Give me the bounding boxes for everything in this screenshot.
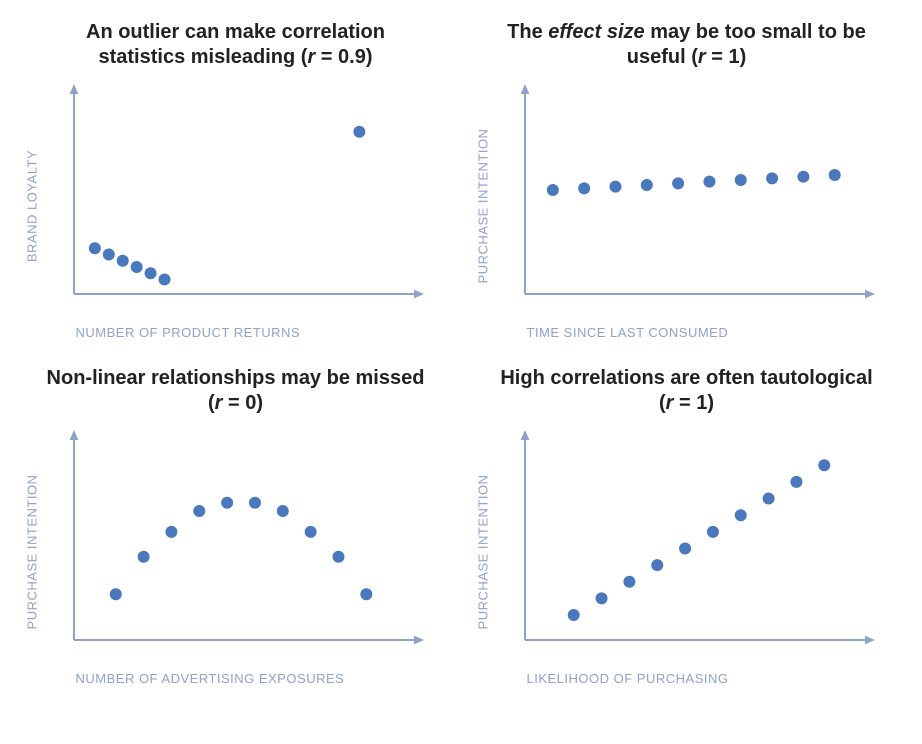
y-axis-label: PURCHASE INTENTION — [475, 475, 490, 630]
x-axis-label: NUMBER OF ADVERTISING EXPOSURES — [76, 671, 345, 686]
y-axis-label: PURCHASE INTENTION — [24, 475, 39, 630]
panel-title: High correlations are often tautological… — [497, 366, 877, 416]
scatter-plot — [507, 422, 887, 662]
plot-wrap: PURCHASE INTENTION TIME SINCE LAST CONSU… — [487, 76, 887, 336]
panel-title: An outlier can make correlation statisti… — [46, 20, 426, 70]
panel-title: The effect size may be too small to be u… — [497, 20, 877, 70]
y-axis-label: PURCHASE INTENTION — [475, 129, 490, 284]
scatter-plot — [56, 422, 436, 662]
scatter-plot — [56, 76, 436, 316]
x-axis-label: NUMBER OF PRODUCT RETURNS — [76, 325, 301, 340]
y-axis-label: BRAND LOYALTY — [24, 150, 39, 262]
panel-nonlinear: Non-linear relationships may be missed (… — [30, 366, 441, 682]
x-axis-label: TIME SINCE LAST CONSUMED — [527, 325, 729, 340]
panel-outlier: An outlier can make correlation statisti… — [30, 20, 441, 336]
plot-wrap: PURCHASE INTENTION LIKELIHOOD OF PURCHAS… — [487, 422, 887, 682]
x-axis-label: LIKELIHOOD OF PURCHASING — [527, 671, 729, 686]
scatter-plot — [507, 76, 887, 316]
chart-grid: An outlier can make correlation statisti… — [30, 20, 892, 682]
plot-wrap: BRAND LOYALTY NUMBER OF PRODUCT RETURNS — [36, 76, 436, 336]
panel-effectsize: The effect size may be too small to be u… — [481, 20, 892, 336]
panel-title: Non-linear relationships may be missed (… — [46, 366, 426, 416]
plot-wrap: PURCHASE INTENTION NUMBER OF ADVERTISING… — [36, 422, 436, 682]
panel-tautological: High correlations are often tautological… — [481, 366, 892, 682]
